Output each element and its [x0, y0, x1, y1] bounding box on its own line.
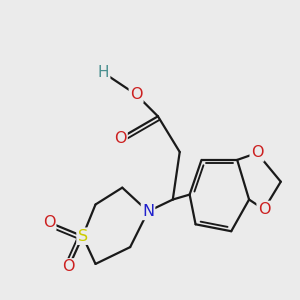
Text: O: O [130, 87, 142, 102]
Text: O: O [251, 146, 263, 160]
Text: N: N [142, 204, 154, 219]
Text: O: O [43, 215, 55, 230]
Text: O: O [258, 202, 270, 217]
Text: S: S [78, 229, 88, 244]
Text: O: O [114, 130, 127, 146]
Text: O: O [62, 260, 75, 274]
Text: H: H [98, 65, 109, 80]
